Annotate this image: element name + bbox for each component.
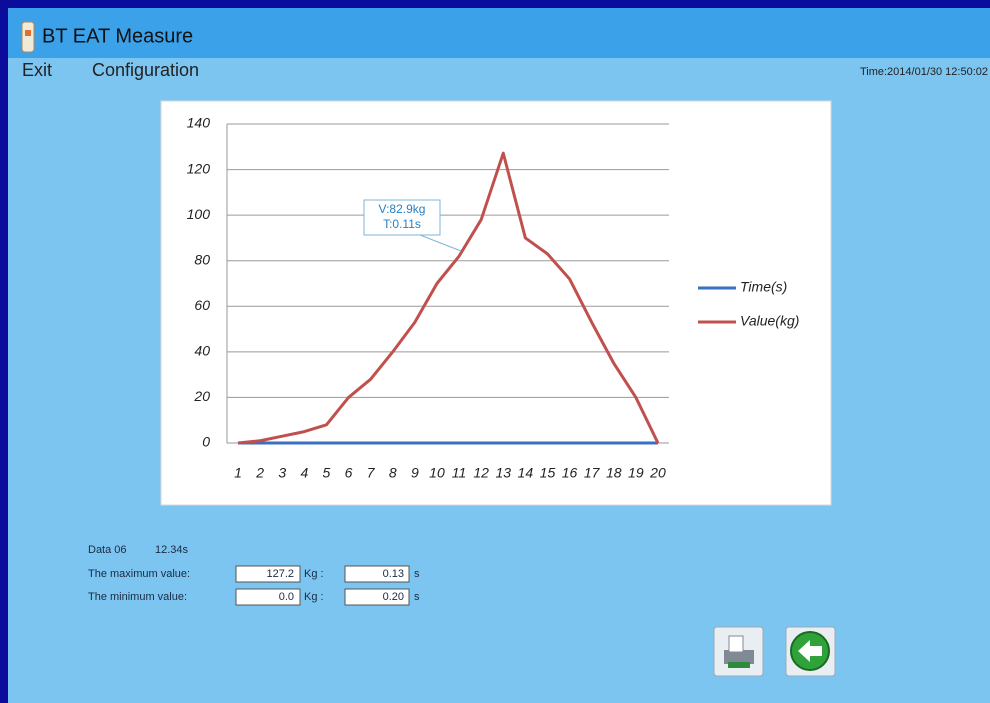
x-tick-label: 18: [606, 465, 622, 481]
x-tick-label: 15: [540, 465, 556, 481]
x-tick-label: 3: [278, 465, 286, 481]
title-bar: [8, 8, 990, 58]
value-field: [235, 588, 301, 606]
y-tick-label: 0: [202, 434, 210, 450]
x-tick-label: 6: [345, 465, 353, 481]
y-tick-label: 20: [193, 388, 210, 404]
unit-text: Kg :: [304, 591, 324, 603]
data-time: 12.34s: [155, 544, 189, 556]
x-tick-label: 2: [255, 465, 264, 481]
row-label: The minimum value:: [88, 591, 187, 603]
x-tick-label: 19: [628, 465, 644, 481]
value-text: 0.0: [279, 591, 294, 603]
tooltip-text: V:82.9kg: [379, 202, 426, 216]
x-tick-label: 12: [473, 465, 489, 481]
data-line: [237, 151, 660, 445]
printer-paper: [728, 635, 744, 653]
tooltip-text: T:0.11s: [383, 217, 421, 231]
y-tick-label: 40: [194, 343, 210, 359]
time-unit: s: [414, 591, 420, 603]
x-tick-label: 16: [562, 465, 578, 481]
time-text: 0.20: [383, 591, 404, 603]
x-tick-label: 17: [584, 465, 601, 481]
time-unit: s: [414, 568, 420, 580]
y-tick-label: 120: [187, 160, 211, 176]
x-tick-label: 4: [300, 465, 308, 481]
x-tick-label: 7: [367, 465, 376, 481]
legend-label: Time(s): [740, 279, 787, 295]
value-text: 127.2: [266, 568, 294, 580]
y-tick-label: 60: [194, 297, 210, 313]
time-field: [344, 565, 410, 583]
time-text: 0.13: [383, 568, 404, 580]
app-title: BT EAT Measure: [42, 25, 193, 47]
x-tick-label: 1: [234, 465, 242, 481]
back-arrow: [798, 640, 822, 662]
menu-configuration[interactable]: Configuration: [92, 60, 199, 80]
x-tick-label: 11: [452, 465, 467, 481]
menu-exit[interactable]: Exit: [22, 60, 52, 80]
x-tick-label: 8: [389, 465, 397, 481]
x-tick-label: 20: [649, 465, 666, 481]
printer-body: [724, 650, 754, 664]
y-tick-label: 140: [187, 115, 211, 131]
app-icon: [21, 21, 35, 53]
clock: Time:2014/01/30 12:50:02: [860, 66, 988, 78]
y-tick-label: 80: [194, 251, 210, 267]
value-field: [235, 565, 301, 583]
printer-tray: [728, 662, 750, 668]
row-label: The maximum value:: [88, 568, 190, 580]
x-tick-label: 13: [495, 465, 511, 481]
data-label: Data 06: [88, 544, 127, 556]
x-tick-label: 14: [518, 465, 534, 481]
unit-text: Kg :: [304, 568, 324, 580]
x-tick-label: 5: [323, 465, 331, 481]
tooltip-pointer: [419, 234, 462, 252]
x-tick-label: 10: [429, 465, 445, 481]
y-tick-label: 100: [187, 206, 211, 222]
legend-label: Value(kg): [740, 313, 799, 329]
time-field: [344, 588, 410, 606]
app-icon-dot: [25, 30, 31, 36]
x-tick-label: 9: [411, 465, 419, 481]
tooltip-box: [363, 199, 441, 236]
print-button[interactable]: [713, 626, 764, 677]
back-button[interactable]: [785, 626, 836, 677]
